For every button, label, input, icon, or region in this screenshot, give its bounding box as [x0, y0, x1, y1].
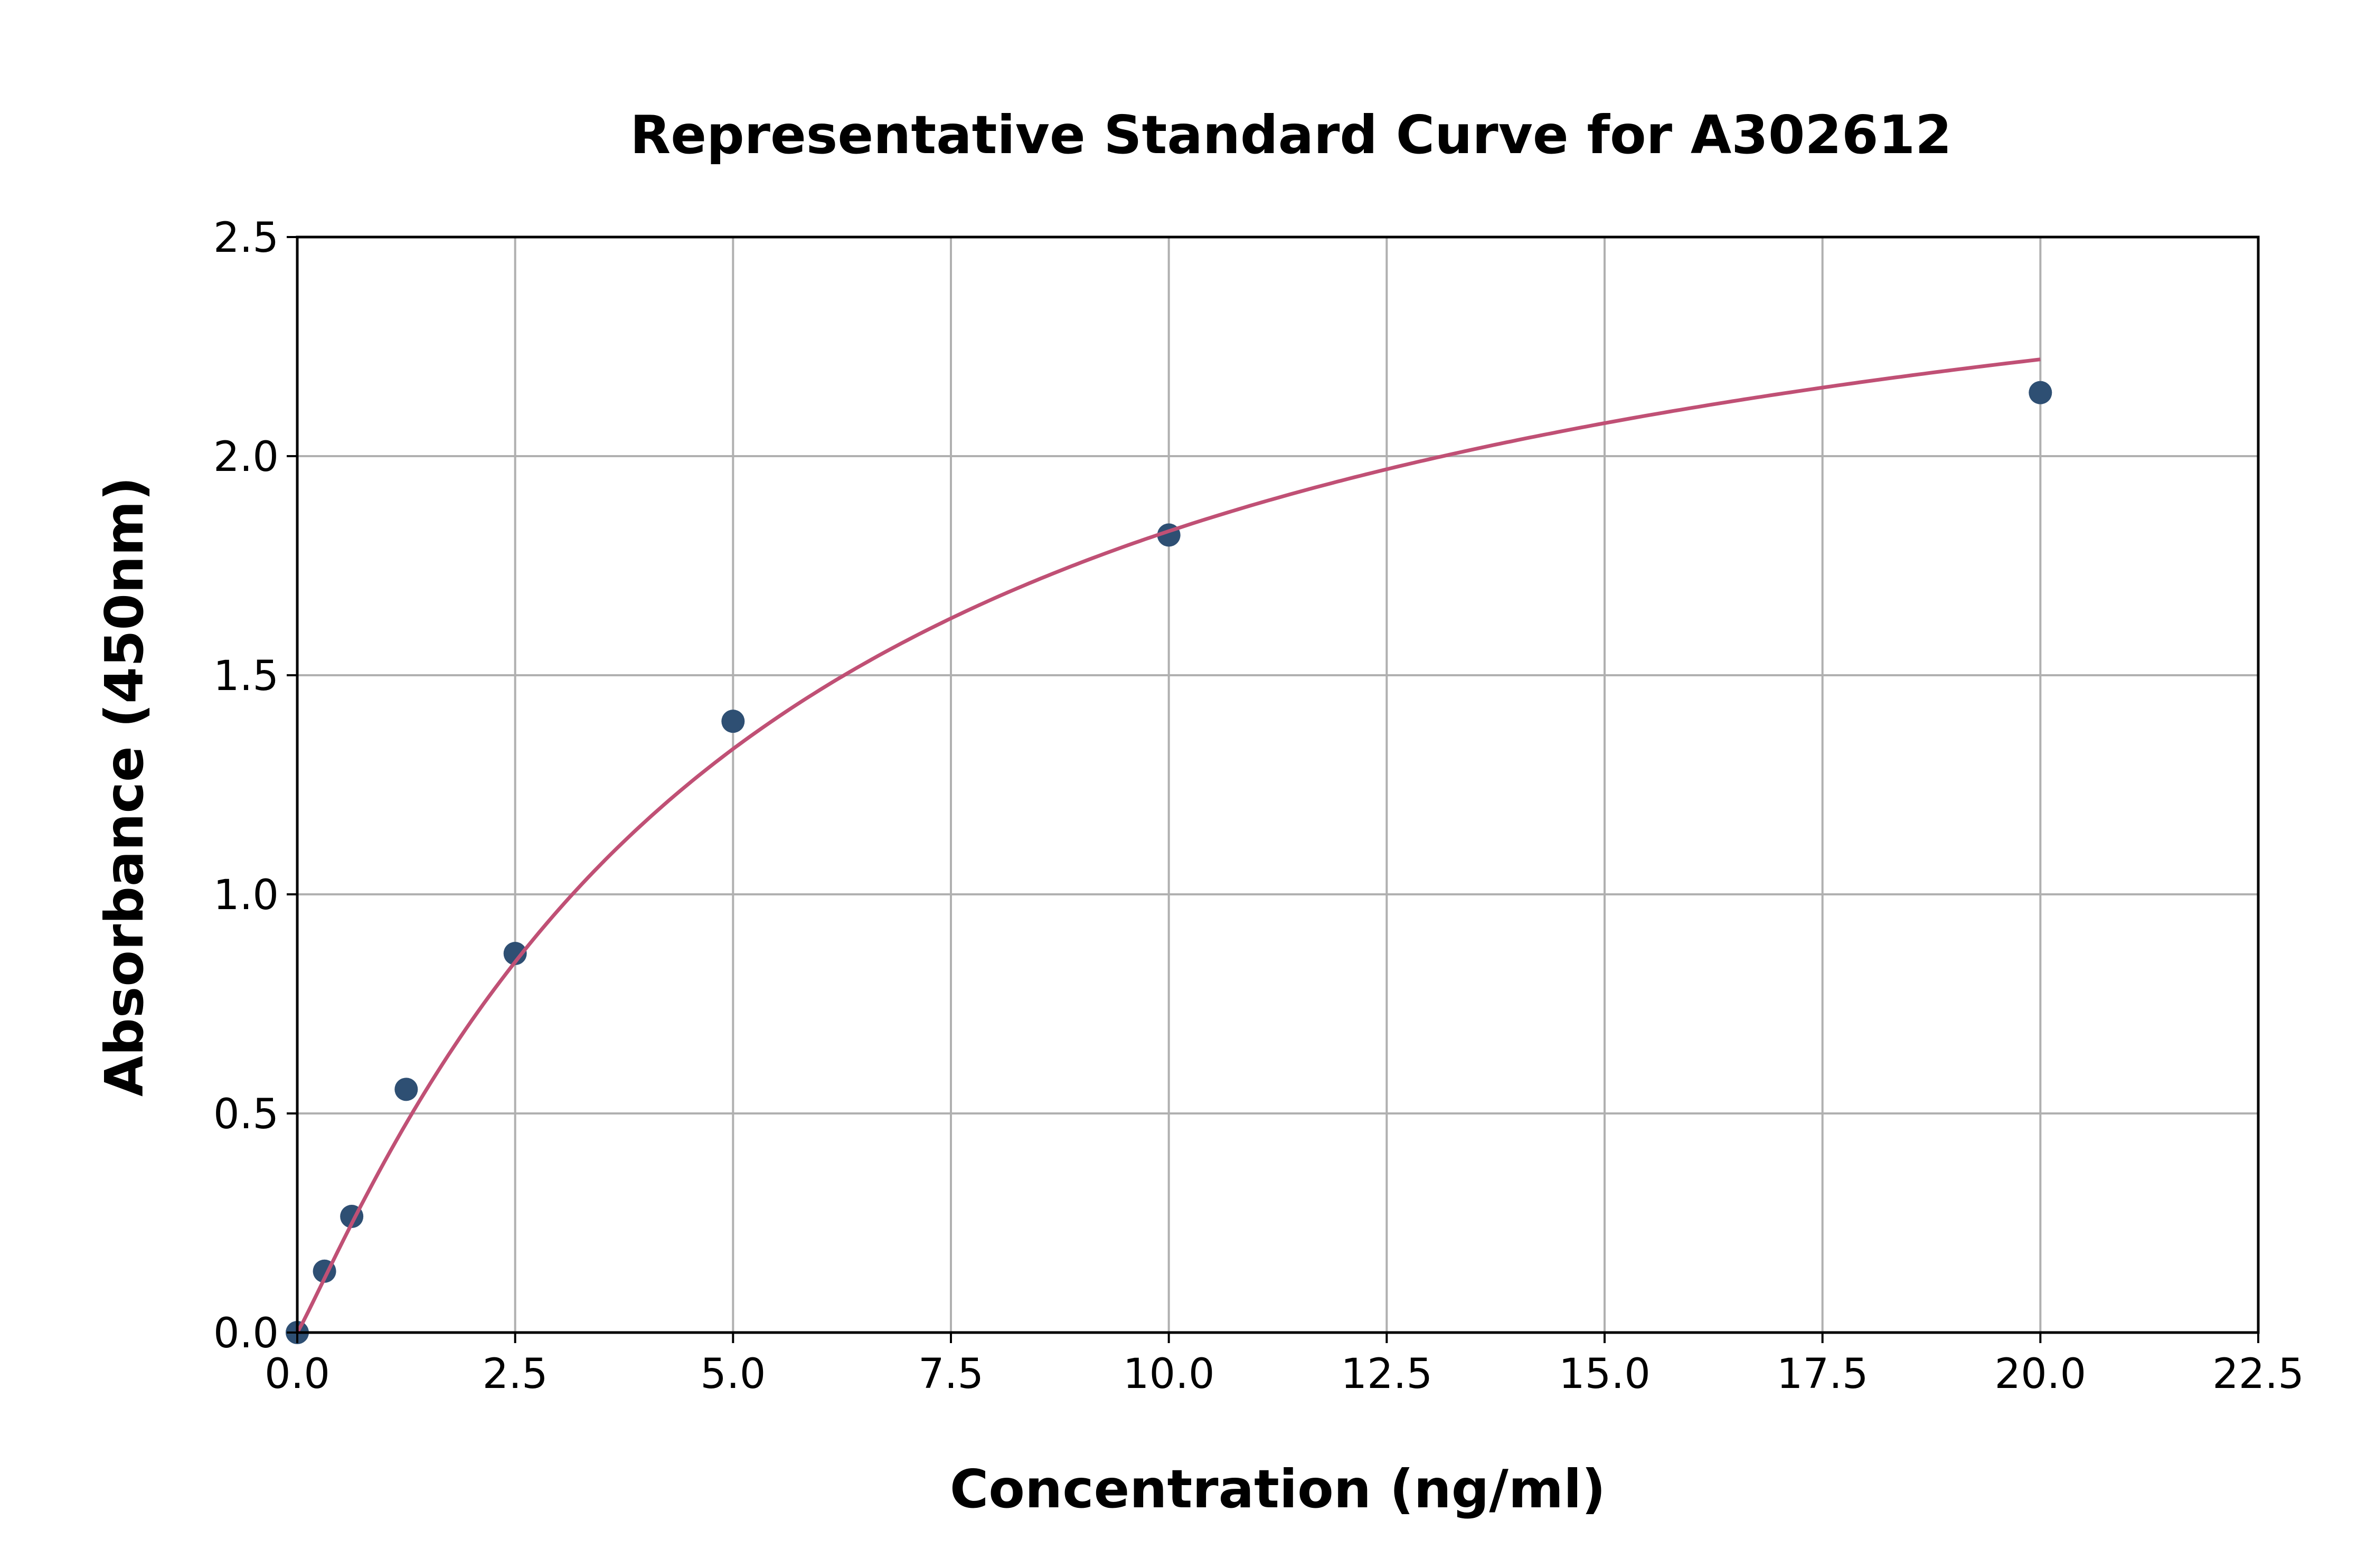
y-tick-label: 2.0 — [213, 433, 279, 481]
data-point — [394, 1078, 418, 1101]
x-axis-label: Concentration (ng/ml) — [950, 1458, 1606, 1520]
y-tick-label: 0.5 — [213, 1091, 279, 1138]
y-tick-label: 2.5 — [213, 214, 279, 262]
plot-frame — [296, 235, 2260, 1334]
fitted-curve-layer — [295, 357, 2041, 1334]
data-point — [503, 942, 527, 966]
x-tick-label: 5.0 — [700, 1350, 766, 1398]
data-point — [2029, 381, 2052, 404]
x-tick-label: 12.5 — [1341, 1350, 1432, 1398]
x-tick-label: 7.5 — [918, 1350, 984, 1398]
y-axis-label: Absorbance (450nm) — [93, 477, 155, 1097]
y-tick-label: 1.0 — [213, 872, 279, 919]
x-tick-label: 15.0 — [1559, 1350, 1651, 1398]
x-tick-label: 2.5 — [483, 1350, 548, 1398]
y-tick-label: 1.5 — [213, 653, 279, 700]
y-tick-label: 0.0 — [213, 1310, 279, 1357]
x-tick-label: 17.5 — [1777, 1350, 1869, 1398]
chart-title: Representative Standard Curve for A30261… — [630, 104, 1951, 166]
axis-ticks: 0.0 2.5 5.0 7.5 10.0 12.5 15.0 17.5 20.0 22.5 0.0 0… — [213, 214, 2304, 1398]
data-point — [721, 710, 745, 733]
x-tick-label: 22.5 — [2212, 1350, 2304, 1398]
fitted-curve-line — [295, 357, 2041, 1334]
x-tick-label: 10.0 — [1123, 1350, 1215, 1398]
x-tick-label: 0.0 — [265, 1350, 330, 1398]
x-tick-label: 20.0 — [1994, 1350, 2086, 1398]
